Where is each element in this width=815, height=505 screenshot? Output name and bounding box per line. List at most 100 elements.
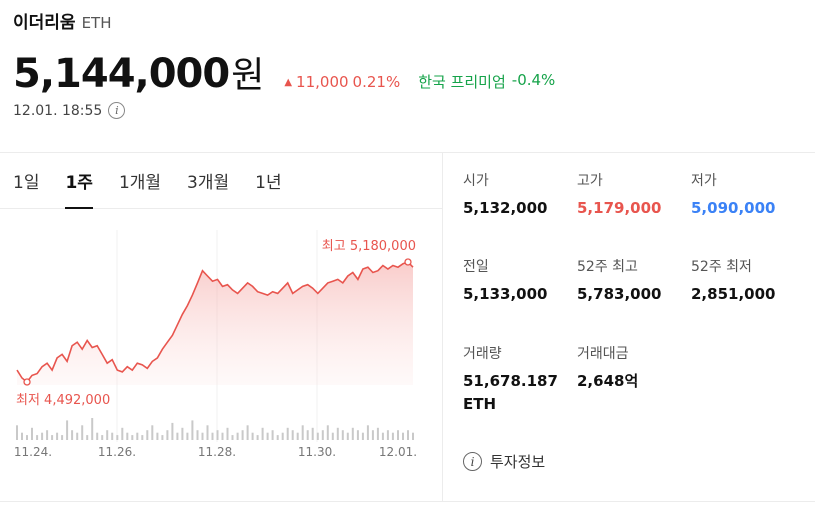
divider	[0, 501, 815, 502]
price-row: 5,144,000 원 ▲ 11,000 0.21% 한국 프리미엄 -0.4%	[13, 46, 803, 98]
volume-bar	[246, 425, 249, 440]
volume-bar	[36, 435, 39, 440]
coin-name: 이더리움	[13, 13, 76, 33]
coin-header: 이더리움 ETH 5,144,000 원 ▲ 11,000 0.21% 한국 프…	[13, 8, 803, 119]
up-triangle-icon: ▲	[284, 77, 293, 88]
invest-info-button[interactable]: i 투자정보	[463, 451, 545, 472]
volume-bar	[76, 432, 79, 440]
volume-bar	[201, 432, 204, 440]
chart-area	[17, 262, 413, 385]
min-label: 최저 4,492,000	[16, 393, 110, 408]
divider	[0, 152, 815, 153]
stat-grid: 시가 5,132,000 고가 5,179,000 저가 5,090,000 전일 5,133…	[463, 170, 803, 416]
volume-bar	[51, 435, 54, 440]
volume-bar	[356, 430, 359, 440]
price-chart[interactable]: 최고 5,180,000 최저 4,492,000 11.24. 11.26. 11…	[0, 210, 442, 500]
volume-bar	[86, 435, 89, 440]
info-icon: i	[463, 452, 482, 471]
volume-bar	[161, 435, 164, 440]
volume-bar	[231, 435, 234, 440]
volume-bar	[91, 418, 94, 440]
volume-bars	[16, 418, 414, 440]
stat-value: 2,648억	[577, 371, 639, 390]
tab-1month[interactable]: 1개월	[118, 173, 162, 193]
stats-panel: 시가 5,132,000 고가 5,179,000 저가 5,090,000 전일 5,133…	[463, 170, 803, 416]
volume-bar	[296, 432, 299, 440]
max-label: 최고 5,180,000	[322, 239, 416, 254]
tab-1year[interactable]: 1년	[255, 173, 282, 193]
volume-bar	[116, 435, 119, 440]
volume-bar	[66, 420, 69, 440]
premium-value: -0.4%	[511, 71, 556, 89]
stat-label: 저가	[691, 173, 717, 189]
stat-item: 52주 최저 2,851,000	[691, 256, 803, 306]
stat-item: 저가 5,090,000	[691, 170, 803, 220]
stat-item: 전일 5,133,000	[463, 256, 577, 306]
volume-bar	[407, 430, 409, 440]
volume-bar	[16, 425, 18, 440]
x-tick-label: 12.01.	[379, 445, 417, 459]
volume-bar	[306, 430, 309, 440]
stat-value: 5,132,000	[463, 199, 548, 217]
price-change: ▲ 11,000 0.21%	[284, 73, 400, 91]
stat-item: 고가 5,179,000	[577, 170, 691, 220]
max-point	[404, 258, 412, 266]
volume-bar	[211, 432, 214, 440]
volume-bar	[101, 435, 104, 440]
volume-bar	[391, 432, 394, 440]
volume-bar	[156, 432, 159, 440]
volume-bar	[61, 435, 64, 440]
x-tick-label: 11.24.	[14, 445, 52, 459]
stat-label: 고가	[577, 173, 603, 189]
volume-bar	[131, 435, 134, 440]
volume-bar	[151, 425, 154, 440]
volume-bar	[141, 435, 144, 440]
tab-3month[interactable]: 3개월	[187, 173, 230, 193]
volume-bar	[31, 427, 33, 440]
stat-label: 52주 최고	[577, 259, 638, 276]
info-icon[interactable]: i	[108, 102, 126, 119]
volume-bar	[226, 427, 229, 440]
volume-bar	[376, 427, 379, 440]
volume-bar	[331, 432, 334, 440]
stat-item: 52주 최고 5,783,000	[577, 256, 691, 306]
volume-bar	[126, 432, 129, 440]
volume-bar	[241, 430, 244, 440]
stat-value: 5,179,000	[577, 199, 662, 217]
volume-bar	[371, 430, 374, 440]
stat-label: 거래량	[463, 345, 502, 362]
volume-bar	[41, 432, 44, 440]
time-row: 12.01. 18:55 i	[13, 102, 803, 119]
volume-bar	[106, 430, 109, 440]
volume-bar	[281, 432, 284, 440]
volume-bar	[346, 432, 349, 440]
tab-1day[interactable]: 1일	[13, 173, 40, 193]
volume-bar	[146, 430, 149, 440]
chart-line	[16, 261, 414, 384]
stat-label: 전일	[463, 259, 489, 276]
stat-label: 시가	[463, 173, 489, 189]
volume-bar	[381, 432, 384, 440]
volume-bar	[46, 430, 49, 440]
coin-ticker: ETH	[81, 14, 112, 32]
stat-label: 52주 최저	[691, 259, 752, 276]
x-tick-label: 11.26.	[98, 445, 136, 459]
volume-bar	[321, 430, 324, 440]
stat-item: 시가 5,132,000	[463, 170, 577, 220]
stat-item: 거래대금 2,648억	[577, 343, 691, 417]
volume-bar	[191, 420, 194, 440]
timestamp: 12.01. 18:55	[13, 102, 103, 119]
stat-value: 51,678.187 ETH	[463, 371, 558, 413]
change-amount: 11,000	[296, 73, 349, 91]
tab-1week[interactable]: 1주	[65, 153, 94, 209]
change-percent: 0.21%	[352, 73, 401, 91]
volume-bar	[271, 430, 274, 440]
min-point	[23, 378, 31, 386]
volume-bar	[402, 432, 404, 440]
title-row: 이더리움 ETH	[13, 8, 803, 34]
volume-bar	[21, 432, 23, 440]
x-tick-label: 11.30.	[298, 445, 336, 459]
volume-bar	[221, 432, 224, 440]
volume-bar	[286, 427, 289, 440]
volume-bar	[81, 425, 84, 440]
